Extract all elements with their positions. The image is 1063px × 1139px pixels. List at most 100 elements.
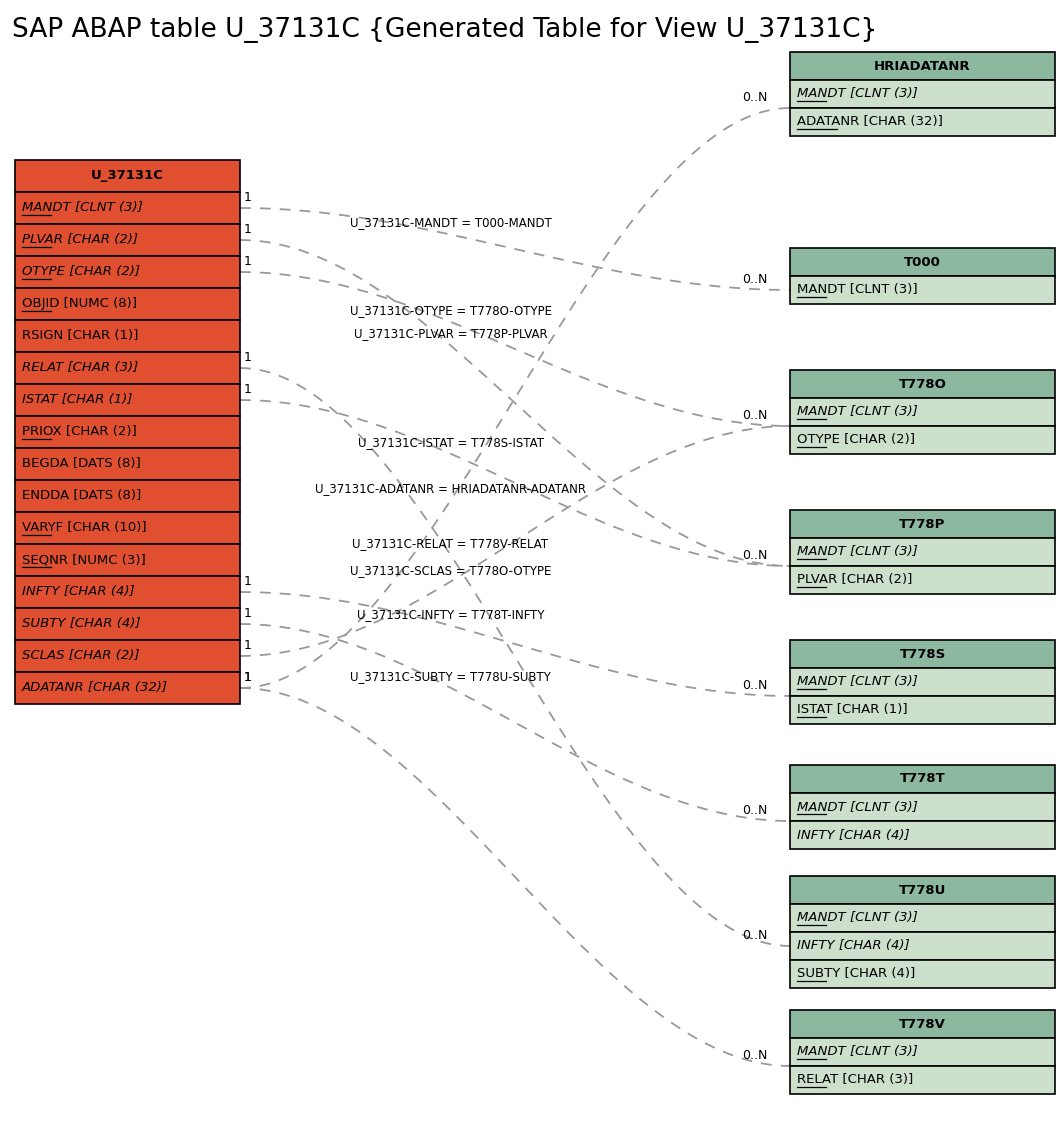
Text: U_37131C-ISTAT = T778S-ISTAT: U_37131C-ISTAT = T778S-ISTAT: [357, 436, 543, 449]
Text: T778U: T778U: [899, 884, 946, 896]
Text: 0..N: 0..N: [742, 273, 767, 286]
Text: ADATANR [CHAR (32)]: ADATANR [CHAR (32)]: [22, 681, 168, 695]
Bar: [15, 159, 240, 192]
Text: U_37131C-ADATANR = HRIADATANR-ADATANR: U_37131C-ADATANR = HRIADATANR-ADATANR: [315, 483, 586, 495]
Text: HRIADATANR: HRIADATANR: [874, 59, 971, 73]
Text: MANDT [CLNT (3)]: MANDT [CLNT (3)]: [797, 88, 917, 100]
Text: MANDT [CLNT (3)]: MANDT [CLNT (3)]: [797, 911, 917, 925]
Text: INFTY [CHAR (4)]: INFTY [CHAR (4)]: [797, 940, 910, 952]
Bar: [790, 876, 1054, 904]
Text: RSIGN [CHAR (1)]: RSIGN [CHAR (1)]: [22, 329, 138, 343]
Text: SAP ABAP table U_37131C {Generated Table for View U_37131C}: SAP ABAP table U_37131C {Generated Table…: [12, 17, 877, 43]
Text: ADATANR [CHAR (32)]: ADATANR [CHAR (32)]: [797, 115, 943, 129]
Text: 0..N: 0..N: [742, 91, 767, 104]
Bar: [790, 80, 1054, 108]
Bar: [790, 398, 1054, 426]
Text: 1: 1: [244, 255, 252, 268]
Text: SCLAS [CHAR (2)]: SCLAS [CHAR (2)]: [22, 649, 139, 663]
Text: SUBTY [CHAR (4)]: SUBTY [CHAR (4)]: [22, 617, 140, 631]
Text: T778V: T778V: [899, 1017, 946, 1031]
Text: T000: T000: [904, 255, 941, 269]
Text: INFTY [CHAR (4)]: INFTY [CHAR (4)]: [22, 585, 135, 598]
Bar: [790, 538, 1054, 566]
Bar: [790, 370, 1054, 398]
Text: MANDT [CLNT (3)]: MANDT [CLNT (3)]: [797, 1046, 917, 1058]
Bar: [15, 352, 240, 384]
Text: MANDT [CLNT (3)]: MANDT [CLNT (3)]: [797, 546, 917, 558]
Text: 0..N: 0..N: [742, 804, 767, 817]
Bar: [790, 793, 1054, 821]
Text: T778S: T778S: [899, 647, 946, 661]
Text: 1: 1: [244, 607, 252, 620]
Text: 1: 1: [244, 191, 252, 204]
Text: MANDT [CLNT (3)]: MANDT [CLNT (3)]: [797, 801, 917, 813]
Bar: [790, 932, 1054, 960]
Text: U_37131C-SUBTY = T778U-SUBTY: U_37131C-SUBTY = T778U-SUBTY: [350, 670, 551, 682]
Bar: [790, 904, 1054, 932]
Bar: [15, 224, 240, 256]
Bar: [790, 696, 1054, 724]
Bar: [15, 320, 240, 352]
Bar: [15, 192, 240, 224]
Text: 1: 1: [244, 671, 252, 685]
Bar: [790, 566, 1054, 595]
Text: U_37131C: U_37131C: [91, 170, 164, 182]
Text: T778T: T778T: [899, 772, 945, 786]
Bar: [790, 765, 1054, 793]
Bar: [15, 416, 240, 448]
Bar: [15, 480, 240, 513]
Text: OTYPE [CHAR (2)]: OTYPE [CHAR (2)]: [797, 434, 915, 446]
Text: U_37131C-INFTY = T778T-INFTY: U_37131C-INFTY = T778T-INFTY: [357, 607, 544, 621]
Bar: [15, 256, 240, 288]
Text: PRIOX [CHAR (2)]: PRIOX [CHAR (2)]: [22, 426, 137, 439]
Bar: [790, 108, 1054, 136]
Bar: [790, 960, 1054, 988]
Bar: [790, 1066, 1054, 1093]
Bar: [15, 448, 240, 480]
Text: PLVAR [CHAR (2)]: PLVAR [CHAR (2)]: [22, 233, 138, 246]
Text: OTYPE [CHAR (2)]: OTYPE [CHAR (2)]: [22, 265, 140, 279]
Text: ISTAT [CHAR (1)]: ISTAT [CHAR (1)]: [797, 704, 908, 716]
Text: RELAT [CHAR (3)]: RELAT [CHAR (3)]: [22, 361, 138, 375]
Text: 1: 1: [244, 671, 252, 685]
Text: 1: 1: [244, 639, 252, 652]
Text: MANDT [CLNT (3)]: MANDT [CLNT (3)]: [797, 284, 917, 296]
Text: T778P: T778P: [899, 517, 946, 531]
Text: U_37131C-RELAT = T778V-RELAT: U_37131C-RELAT = T778V-RELAT: [353, 536, 549, 550]
Text: U_37131C-SCLAS = T778O-OTYPE: U_37131C-SCLAS = T778O-OTYPE: [350, 564, 552, 576]
Text: U_37131C-MANDT = T000-MANDT: U_37131C-MANDT = T000-MANDT: [350, 216, 552, 230]
Text: INFTY [CHAR (4)]: INFTY [CHAR (4)]: [797, 828, 910, 842]
Text: RELAT [CHAR (3)]: RELAT [CHAR (3)]: [797, 1073, 913, 1087]
Text: PLVAR [CHAR (2)]: PLVAR [CHAR (2)]: [797, 574, 912, 587]
Text: MANDT [CLNT (3)]: MANDT [CLNT (3)]: [797, 405, 917, 418]
Bar: [790, 248, 1054, 276]
Bar: [15, 576, 240, 608]
Bar: [790, 276, 1054, 304]
Text: T778O: T778O: [898, 377, 946, 391]
Text: 1: 1: [244, 575, 252, 588]
Text: SUBTY [CHAR (4)]: SUBTY [CHAR (4)]: [797, 967, 915, 981]
Bar: [15, 544, 240, 576]
Text: 1: 1: [244, 223, 252, 236]
Bar: [790, 1038, 1054, 1066]
Bar: [790, 1010, 1054, 1038]
Text: 0..N: 0..N: [742, 929, 767, 942]
Text: OBJID [NUMC (8)]: OBJID [NUMC (8)]: [22, 297, 137, 311]
Text: MANDT [CLNT (3)]: MANDT [CLNT (3)]: [22, 202, 142, 214]
Text: MANDT [CLNT (3)]: MANDT [CLNT (3)]: [797, 675, 917, 688]
Bar: [15, 640, 240, 672]
Bar: [790, 821, 1054, 849]
Bar: [15, 672, 240, 704]
Text: BEGDA [DATS (8)]: BEGDA [DATS (8)]: [22, 458, 140, 470]
Text: 0..N: 0..N: [742, 1049, 767, 1062]
Bar: [790, 52, 1054, 80]
Text: 1: 1: [244, 351, 252, 364]
Bar: [15, 608, 240, 640]
Text: ISTAT [CHAR (1)]: ISTAT [CHAR (1)]: [22, 393, 133, 407]
Bar: [790, 510, 1054, 538]
Bar: [790, 667, 1054, 696]
Bar: [15, 384, 240, 416]
Text: 0..N: 0..N: [742, 549, 767, 562]
Text: 1: 1: [244, 383, 252, 396]
Bar: [15, 288, 240, 320]
